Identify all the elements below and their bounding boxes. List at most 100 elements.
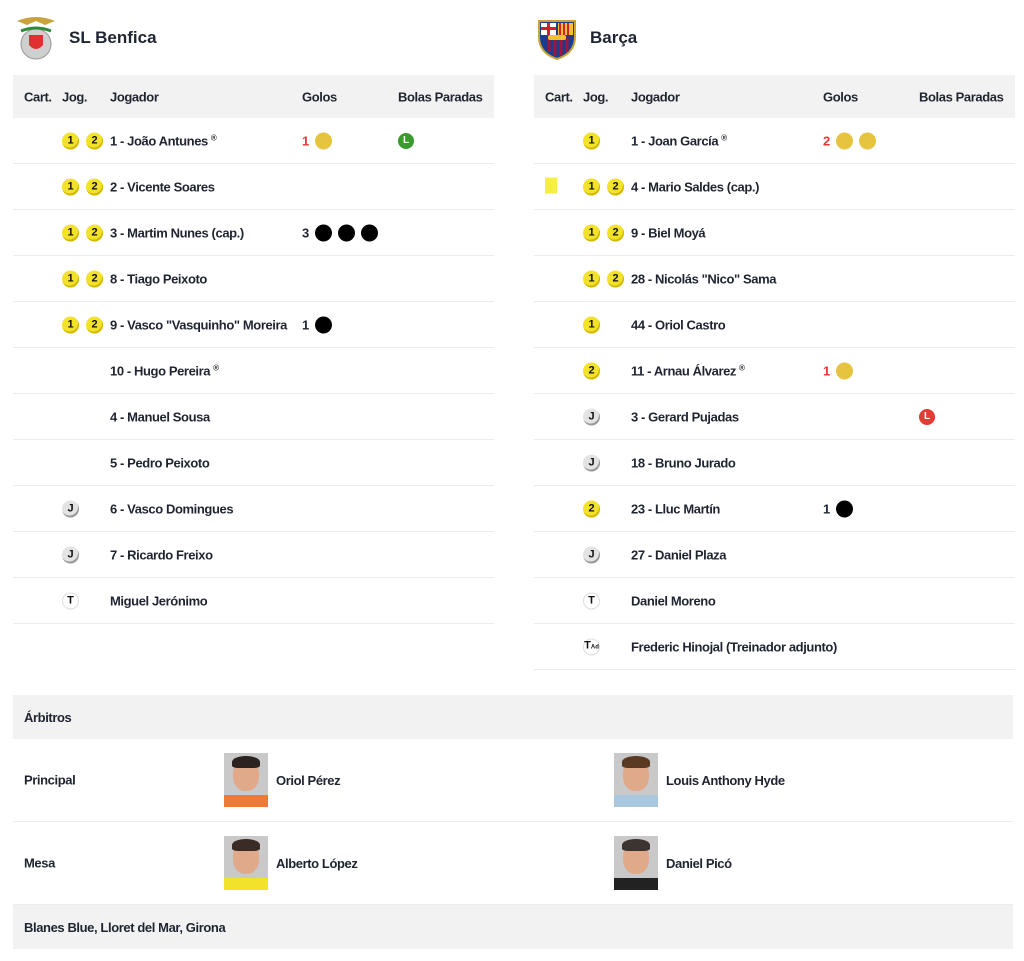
referee-name[interactable]: Alberto López bbox=[276, 855, 358, 871]
team-header: SL Benfica bbox=[13, 0, 494, 75]
goalkeeper-mark: ® bbox=[721, 132, 727, 142]
goalkeeper-mark: ® bbox=[739, 362, 745, 372]
player-row[interactable]: 1 2 28 - Nicolás "Nico" Sama bbox=[534, 256, 1015, 302]
column-header-goals[interactable]: Golos bbox=[302, 89, 337, 104]
player-name[interactable]: 23 - Lluc Martín bbox=[631, 501, 720, 516]
player-name[interactable]: 18 - Bruno Jurado bbox=[631, 455, 736, 470]
column-header-name[interactable]: Jogador bbox=[110, 89, 159, 104]
player-name[interactable]: 27 - Daniel Plaza bbox=[631, 547, 726, 562]
player-name[interactable]: 3 - Martim Nunes (cap.) bbox=[110, 225, 244, 240]
player-name[interactable]: 44 - Oriol Castro bbox=[631, 317, 726, 332]
player-name-text: 9 - Biel Moyá bbox=[631, 225, 706, 240]
player-name-text: 9 - Vasco "Vasquinho" Moreira bbox=[110, 317, 288, 332]
column-header-jog[interactable]: Jog. bbox=[62, 89, 88, 104]
player-name-text: 5 - Pedro Peixoto bbox=[110, 455, 210, 470]
goals-cell: 1 bbox=[823, 362, 853, 379]
column-header-name[interactable]: Jogador bbox=[631, 89, 680, 104]
period-1-icon: 1 bbox=[62, 270, 79, 287]
player-row[interactable]: J 3 - Gerard Pujadas L bbox=[534, 394, 1015, 440]
period-2-icon: 2 bbox=[86, 270, 103, 287]
reserve-icon: J bbox=[583, 408, 600, 425]
player-name[interactable]: 6 - Vasco Domingues bbox=[110, 501, 234, 516]
team-name: SL Benfica bbox=[69, 27, 157, 47]
player-name[interactable]: 4 - Mario Saldes (cap.) bbox=[631, 179, 759, 194]
player-name-text: Miguel Jerónimo bbox=[110, 593, 208, 608]
player-name-text: 27 - Daniel Plaza bbox=[631, 547, 727, 562]
column-header-cart[interactable]: Cart. bbox=[24, 89, 52, 104]
player-row[interactable]: 4 - Manuel Sousa bbox=[13, 394, 494, 440]
column-header-setpieces[interactable]: Bolas Paradas bbox=[398, 89, 483, 104]
player-name[interactable]: 11 - Arnau Álvarez ® bbox=[631, 363, 745, 378]
ball-icon bbox=[360, 224, 378, 241]
ball-icon bbox=[337, 224, 355, 241]
column-header-cart[interactable]: Cart. bbox=[545, 89, 573, 104]
player-name[interactable]: 1 - Joan García ® bbox=[631, 133, 727, 148]
player-name[interactable]: 9 - Vasco "Vasquinho" Moreira bbox=[110, 317, 287, 332]
player-name[interactable]: Miguel Jerónimo bbox=[110, 593, 208, 608]
column-header-setpieces[interactable]: Bolas Paradas bbox=[919, 89, 1004, 104]
referee-photo bbox=[614, 753, 658, 807]
referees-section: Árbitros Principal Oriol Pérez Louis Antho… bbox=[13, 695, 1013, 949]
ball-icon bbox=[314, 132, 332, 149]
player-name[interactable]: 2 - Vicente Soares bbox=[110, 179, 215, 194]
table-header: Cart. Jog. Jogador Golos Bolas Paradas bbox=[13, 75, 494, 118]
ball-icon bbox=[835, 132, 853, 149]
period-1-icon: 1 bbox=[62, 316, 79, 333]
referee[interactable]: Alberto López bbox=[224, 836, 358, 890]
goals-cell: 2 bbox=[823, 132, 876, 149]
referee-name[interactable]: Oriol Pérez bbox=[276, 772, 341, 788]
player-name[interactable]: 8 - Tiago Peixoto bbox=[110, 271, 207, 286]
periods-played: J bbox=[583, 454, 600, 471]
player-name[interactable]: 28 - Nicolás "Nico" Sama bbox=[631, 271, 776, 286]
player-row[interactable]: 2 23 - Lluc Martín 1 bbox=[534, 486, 1015, 532]
referee-name[interactable]: Louis Anthony Hyde bbox=[666, 772, 785, 788]
player-name[interactable]: 7 - Ricardo Freixo bbox=[110, 547, 213, 562]
referees-header: Árbitros bbox=[13, 695, 1013, 739]
player-name[interactable]: Daniel Moreno bbox=[631, 593, 716, 608]
player-name[interactable]: Frederic Hinojal (Treinador adjunto) bbox=[631, 639, 837, 654]
player-name[interactable]: 3 - Gerard Pujadas bbox=[631, 409, 739, 424]
player-row[interactable]: 2 11 - Arnau Álvarez ® 1 bbox=[534, 348, 1015, 394]
column-header-jog[interactable]: Jog. bbox=[583, 89, 609, 104]
period-1-icon: 1 bbox=[583, 178, 600, 195]
period-2-icon: 2 bbox=[86, 316, 103, 333]
referees-title: Árbitros bbox=[24, 709, 72, 725]
goal-count: 1 bbox=[302, 133, 309, 148]
player-row[interactable]: J 18 - Bruno Jurado bbox=[534, 440, 1015, 486]
column-header-goals[interactable]: Golos bbox=[823, 89, 858, 104]
player-name[interactable]: 1 - João Antunes ® bbox=[110, 133, 217, 148]
player-name[interactable]: 4 - Manuel Sousa bbox=[110, 409, 210, 424]
player-row[interactable]: 1 44 - Oriol Castro bbox=[534, 302, 1015, 348]
goals-cell: 1 bbox=[823, 500, 853, 517]
coach-icon: T bbox=[62, 592, 79, 609]
player-name[interactable]: 9 - Biel Moyá bbox=[631, 225, 706, 240]
player-row[interactable]: 1 1 - Joan García ® 2 bbox=[534, 118, 1015, 164]
venue-text: Blanes Blue, Lloret del Mar, Girona bbox=[24, 919, 226, 935]
player-row[interactable]: J 6 - Vasco Domingues bbox=[13, 486, 494, 532]
player-row[interactable]: 5 - Pedro Peixoto bbox=[13, 440, 494, 486]
player-row[interactable]: 10 - Hugo Pereira ® bbox=[13, 348, 494, 394]
player-name[interactable]: 10 - Hugo Pereira ® bbox=[110, 363, 219, 378]
referee[interactable]: Daniel Picó bbox=[614, 836, 732, 890]
periods-played: 2 bbox=[583, 362, 600, 379]
player-row[interactable]: TAd Frederic Hinojal (Treinador adjunto) bbox=[534, 624, 1015, 670]
referee[interactable]: Oriol Pérez bbox=[224, 753, 341, 807]
referee[interactable]: Louis Anthony Hyde bbox=[614, 753, 785, 807]
player-row[interactable]: T Miguel Jerónimo bbox=[13, 578, 494, 624]
player-row[interactable]: T Daniel Moreno bbox=[534, 578, 1015, 624]
referee-name[interactable]: Daniel Picó bbox=[666, 855, 732, 871]
player-row[interactable]: J 27 - Daniel Plaza bbox=[534, 532, 1015, 578]
player-row[interactable]: J 7 - Ricardo Freixo bbox=[13, 532, 494, 578]
player-name[interactable]: 5 - Pedro Peixoto bbox=[110, 455, 210, 470]
player-name-text: Daniel Moreno bbox=[631, 593, 716, 608]
